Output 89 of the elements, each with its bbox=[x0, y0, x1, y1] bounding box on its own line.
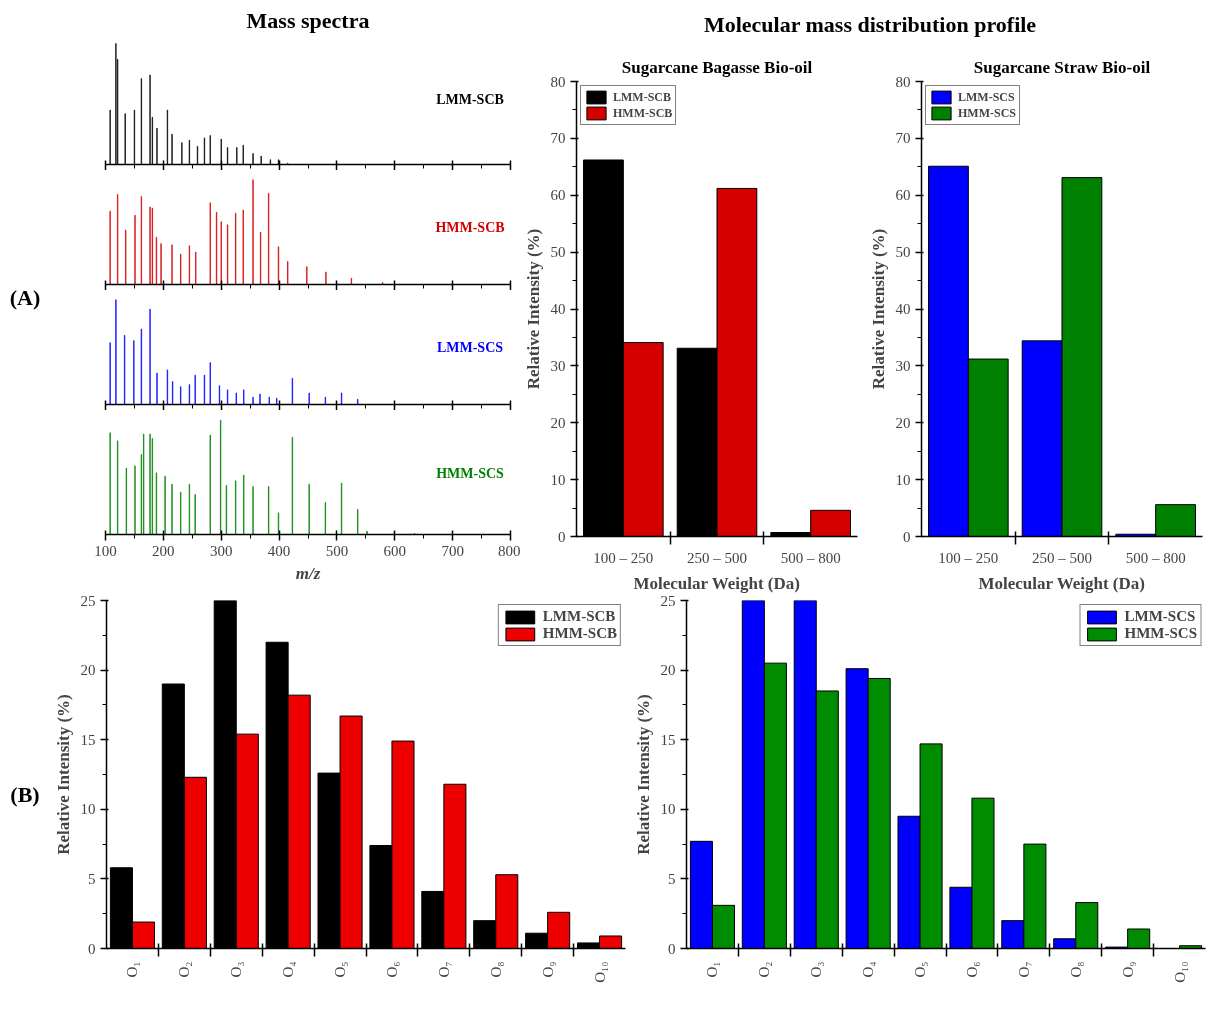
y-tick-label: 50 bbox=[550, 244, 566, 261]
y-tick-label: 80 bbox=[550, 73, 566, 90]
x-tick-label: O₄ bbox=[860, 961, 877, 978]
x-tick-label: 600 bbox=[383, 542, 407, 559]
x-tick-label: 250 – 500 bbox=[1032, 549, 1092, 566]
y-tick-label: 40 bbox=[550, 301, 566, 317]
y-tick-label: 70 bbox=[895, 130, 911, 147]
y-tick-label: 50 bbox=[895, 244, 911, 261]
y-tick-label: 5 bbox=[88, 870, 96, 887]
y-axis-title: Relative Intensity (%) bbox=[868, 228, 888, 390]
y-tick-label: 0 bbox=[668, 940, 676, 957]
y-tick-label: 20 bbox=[550, 414, 566, 431]
y-tick-label: 15 bbox=[80, 731, 96, 748]
y-tick-label: 40 bbox=[895, 301, 911, 317]
x-tick-label: 300 bbox=[209, 542, 233, 559]
x-tick-label: O₂ bbox=[756, 961, 773, 978]
y-tick-label: 10 bbox=[660, 801, 676, 818]
y-tick-label: 10 bbox=[895, 471, 911, 488]
x-tick-label: O₁ bbox=[704, 961, 721, 978]
x-tick-label: 400 bbox=[267, 542, 291, 559]
y-tick-label: 25 bbox=[660, 592, 676, 609]
x-tick-label: O₁₀ bbox=[1171, 961, 1188, 983]
text: LMM-SCB bbox=[436, 92, 504, 108]
x-tick-label: O₃ bbox=[808, 961, 825, 978]
x-tick-label: O₅ bbox=[332, 961, 349, 978]
legend-label: HMM-SCS bbox=[1124, 625, 1197, 642]
legend-label: LMM-SCB bbox=[542, 608, 616, 625]
y-tick-label: 70 bbox=[550, 130, 566, 147]
x-axis-title: Molecular Weight (Da) bbox=[633, 573, 800, 593]
y-tick-label: 20 bbox=[895, 414, 911, 431]
y-tick-label: 20 bbox=[660, 662, 676, 679]
x-tick-label: O₈ bbox=[487, 961, 504, 978]
y-tick-label: 60 bbox=[550, 187, 566, 204]
x-tick-label: O₇ bbox=[435, 961, 452, 978]
x-tick-label: O₂ bbox=[176, 961, 193, 978]
x-tick-label: 500 – 800 bbox=[1125, 549, 1186, 566]
x-tick-label: 100 – 250 bbox=[593, 549, 654, 566]
text: HMM-SCS bbox=[436, 465, 505, 481]
x-tick-label: O₁ bbox=[124, 961, 141, 978]
y-tick-label: 15 bbox=[660, 731, 676, 748]
legend-label: LMM-SCB bbox=[613, 89, 671, 105]
text: LMM-SCS bbox=[436, 340, 504, 355]
legend-label: HMM-SCS bbox=[958, 105, 1016, 121]
x-axis-title: m/z bbox=[295, 563, 321, 583]
x-tick-label: O₇ bbox=[1015, 961, 1032, 978]
y-tick-label: 5 bbox=[668, 870, 676, 887]
x-tick-label: O₉ bbox=[539, 961, 556, 978]
y-axis-title: Relative Intensity (%) bbox=[633, 694, 653, 855]
legend-label: HMM-SCB bbox=[542, 625, 617, 642]
x-tick-label: 800 bbox=[498, 542, 521, 559]
y-tick-label: 0 bbox=[903, 528, 911, 545]
x-tick-label: O₁₀ bbox=[591, 961, 608, 983]
x-tick-label: O₆ bbox=[383, 961, 400, 978]
chart-title: Sugarcane Bagasse Bio-oil bbox=[621, 57, 813, 77]
x-axis-title: Molecular Weight (Da) bbox=[978, 573, 1145, 593]
x-tick-label: O₃ bbox=[228, 961, 245, 978]
y-tick-label: 60 bbox=[895, 187, 911, 204]
y-tick-label: 0 bbox=[558, 528, 566, 545]
y-tick-label: 10 bbox=[80, 801, 96, 818]
x-tick-label: 200 bbox=[152, 542, 175, 559]
y-tick-label: 30 bbox=[550, 357, 566, 374]
legend-label: LMM-SCS bbox=[1124, 608, 1196, 625]
text: Molecular mass distribution profile bbox=[703, 11, 1037, 40]
text: (B) bbox=[10, 781, 40, 810]
x-tick-label: 500 bbox=[325, 542, 349, 559]
y-tick-label: 25 bbox=[80, 592, 96, 609]
x-tick-label: 100 bbox=[94, 542, 117, 559]
x-tick-label: O₈ bbox=[1067, 961, 1084, 978]
x-tick-label: 500 – 800 bbox=[780, 549, 841, 566]
x-tick-label: 700 bbox=[441, 542, 464, 559]
y-tick-label: 0 bbox=[88, 940, 96, 957]
x-tick-label: 250 – 500 bbox=[687, 549, 747, 566]
y-tick-label: 20 bbox=[80, 662, 96, 679]
chart-title: Mass spectra bbox=[246, 7, 370, 33]
x-tick-label: 100 – 250 bbox=[938, 549, 999, 566]
y-axis-title: Relative Intensity (%) bbox=[523, 228, 543, 390]
x-tick-label: O₅ bbox=[912, 961, 929, 978]
text: (A) bbox=[9, 283, 41, 312]
y-tick-label: 80 bbox=[895, 73, 911, 90]
chart-title: Sugarcane Straw Bio-oil bbox=[973, 57, 1151, 77]
text: HMM-SCB bbox=[435, 220, 505, 235]
legend-label: LMM-SCS bbox=[958, 89, 1015, 105]
x-tick-label: O₆ bbox=[963, 961, 980, 978]
y-tick-label: 30 bbox=[895, 357, 911, 374]
y-tick-label: 10 bbox=[550, 471, 566, 488]
legend-label: HMM-SCB bbox=[613, 105, 673, 121]
y-axis-title: Relative Intensity (%) bbox=[53, 694, 73, 855]
x-tick-label: O₉ bbox=[1119, 961, 1136, 978]
x-tick-label: O₄ bbox=[280, 961, 297, 978]
